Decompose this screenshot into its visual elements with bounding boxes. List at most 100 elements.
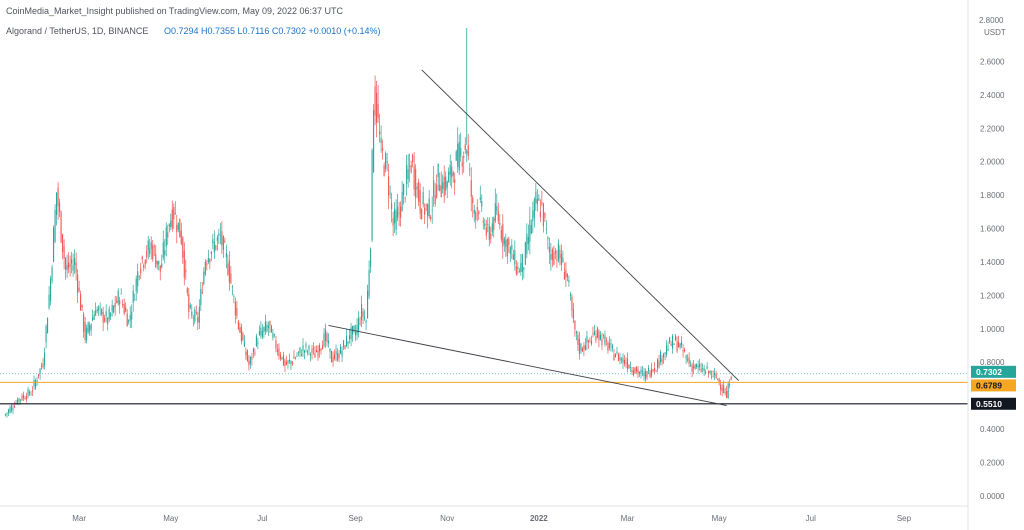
candle-body <box>434 195 436 205</box>
candle-body <box>394 208 396 224</box>
candle-body <box>120 293 122 295</box>
candle-body <box>4 414 7 416</box>
price-badge <box>971 397 1016 410</box>
candle-body <box>475 212 477 220</box>
lines-layer <box>0 69 968 407</box>
candle-body <box>724 392 726 394</box>
candle-body <box>641 370 644 372</box>
candle-body <box>224 241 226 243</box>
candle-body <box>243 341 245 347</box>
candle-body <box>16 399 19 404</box>
candle-body <box>13 405 16 408</box>
candle-body <box>613 354 615 361</box>
candle-body <box>159 265 161 272</box>
candle-body <box>457 143 459 167</box>
candle-body <box>610 343 612 345</box>
candle-body <box>604 335 606 345</box>
candle-body <box>566 273 568 278</box>
candle-body <box>249 356 251 365</box>
price-axis[interactable]: 2.6000 2.4000 2.2000 2.0000 1.8000 1.6000 1.40… <box>980 57 1005 501</box>
candle-body <box>75 262 77 273</box>
candle-body <box>607 342 609 351</box>
candle-body <box>581 348 583 352</box>
candle-body <box>288 359 291 362</box>
candle-body <box>174 213 176 214</box>
candle-body <box>374 86 376 116</box>
candle-body <box>158 260 160 265</box>
candle-body <box>125 306 127 312</box>
candle-body <box>551 249 553 261</box>
candle-body <box>308 345 310 350</box>
candle-body <box>231 286 233 288</box>
candle-body <box>599 334 602 340</box>
candle-body <box>413 166 415 190</box>
trendline-1[interactable] <box>421 69 739 381</box>
candle-body <box>197 316 199 324</box>
candle-body <box>28 391 31 394</box>
candle-body <box>47 318 49 334</box>
candle-body <box>451 166 453 178</box>
candle-body <box>315 350 318 353</box>
candle-body <box>464 144 466 150</box>
candle-body <box>661 358 663 363</box>
candle-body <box>717 378 719 380</box>
candle-body <box>57 187 59 207</box>
price-tick: 1.6000 <box>980 225 1005 234</box>
candle-body <box>111 304 113 312</box>
symbol-label: Algorand / TetherUS, 1D, BINANCE <box>6 26 148 36</box>
candle-body <box>36 380 38 382</box>
candle-body <box>89 325 91 332</box>
candle-body <box>557 243 559 261</box>
candle-body <box>162 242 164 258</box>
candle-body <box>430 216 432 220</box>
time-axis[interactable]: Mar May Jul Sep Nov 2022 Mar May Jul Sep <box>72 514 911 523</box>
candle-body <box>458 141 460 171</box>
candle-body <box>81 304 83 308</box>
candle-body <box>388 176 390 196</box>
candle-body <box>35 380 37 388</box>
candle-body <box>640 369 642 374</box>
price-tick: 1.4000 <box>980 258 1005 267</box>
candle-body <box>578 339 580 354</box>
candle-body <box>345 336 348 347</box>
candle-body <box>592 333 594 335</box>
candle-body <box>463 155 465 158</box>
candle-body <box>523 267 525 270</box>
candle-body <box>255 336 257 346</box>
candle-body <box>146 250 148 258</box>
candle-body <box>505 240 507 247</box>
candle-body <box>200 288 202 306</box>
candle-body <box>574 320 576 330</box>
candle-body <box>44 352 46 365</box>
candle-body <box>368 269 370 297</box>
candle-body <box>215 245 217 250</box>
price-badges: 0.7302 0.6789 0.5510 <box>971 365 1016 410</box>
candle-body <box>547 237 549 240</box>
candle-body <box>448 171 450 183</box>
candle-body <box>723 385 725 394</box>
time-tick: Jul <box>257 514 267 523</box>
candle-body <box>364 317 366 319</box>
candle-body <box>726 390 728 398</box>
candle-body <box>575 331 577 334</box>
candle-body <box>173 207 175 220</box>
candle-body <box>697 365 699 368</box>
price-tick: 1.0000 <box>980 325 1005 334</box>
candle-body <box>329 348 331 353</box>
candle-body <box>359 323 361 325</box>
candle-body <box>119 300 121 305</box>
candle-body <box>524 242 526 265</box>
candle-body <box>212 238 214 243</box>
candle-body <box>95 310 97 316</box>
candle-body <box>421 208 423 220</box>
candle-body <box>93 314 95 320</box>
trendline-2[interactable] <box>328 324 727 407</box>
candle-body <box>65 258 67 270</box>
candle-body <box>520 263 522 272</box>
candle-body <box>358 318 360 332</box>
candle-body <box>204 261 206 275</box>
candle-body <box>191 311 193 316</box>
candle-body <box>155 254 157 268</box>
candle-body <box>195 312 197 314</box>
